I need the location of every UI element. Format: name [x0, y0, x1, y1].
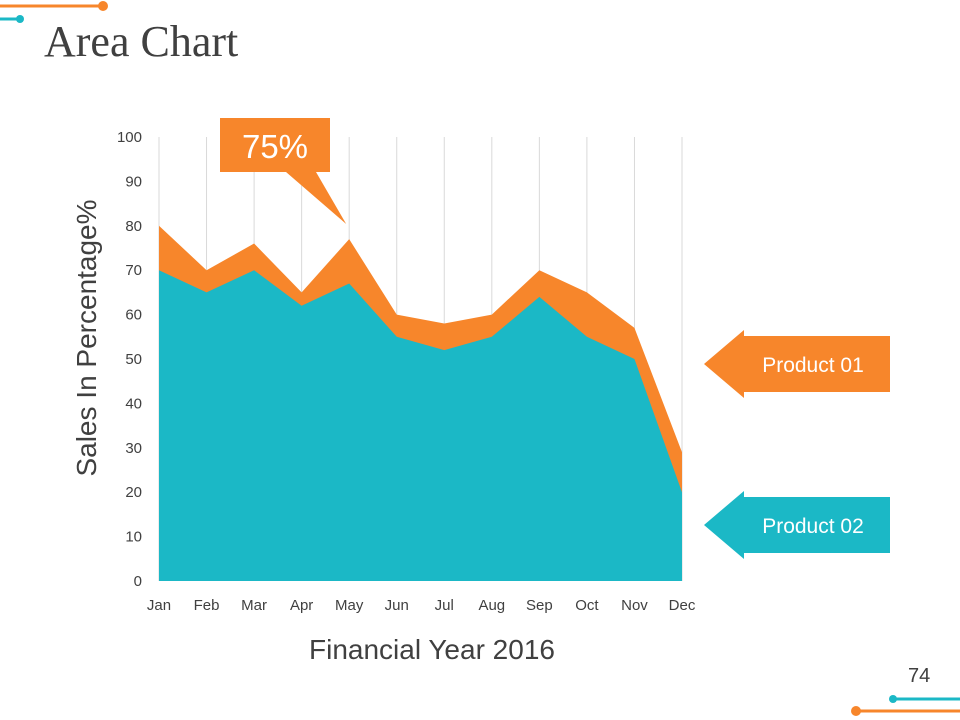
area-product-02	[159, 270, 682, 581]
y-tick-40: 40	[125, 395, 142, 412]
legend-label-product-02: Product 02	[762, 515, 864, 538]
x-axis-title: Financial Year 2016	[309, 634, 555, 665]
legend: Product 01 Product 02	[704, 330, 890, 559]
y-tick-10: 10	[125, 529, 142, 546]
page-number: 74	[908, 665, 931, 687]
x-tick-aug: Aug	[478, 597, 505, 614]
y-tick-50: 50	[125, 351, 142, 368]
x-tick-mar: Mar	[241, 597, 267, 614]
legend-arrow-product-01	[704, 330, 890, 398]
y-tick-100: 100	[117, 129, 142, 146]
y-tick-70: 70	[125, 262, 142, 279]
x-tick-dec: Dec	[669, 597, 696, 614]
y-axis-ticks: 0 10 20 30 40 50 60 70 80 90 100	[117, 129, 142, 590]
x-tick-oct: Oct	[575, 597, 599, 614]
legend-arrow-product-02	[704, 491, 890, 559]
y-tick-60: 60	[125, 307, 142, 324]
y-tick-90: 90	[125, 173, 142, 190]
x-tick-nov: Nov	[621, 597, 648, 614]
x-tick-jan: Jan	[147, 597, 171, 614]
y-tick-30: 30	[125, 440, 142, 457]
value-callout: 75%	[220, 118, 347, 224]
y-tick-0: 0	[134, 573, 142, 590]
y-tick-80: 80	[125, 218, 142, 235]
callout-bubble	[220, 118, 347, 224]
x-tick-jul: Jul	[435, 597, 454, 614]
y-axis-title: Sales In Percentage%	[71, 199, 102, 476]
x-tick-may: May	[335, 597, 364, 614]
x-tick-feb: Feb	[194, 597, 220, 614]
x-tick-jun: Jun	[385, 597, 409, 614]
area-series-layer	[158, 225, 683, 582]
legend-label-product-01: Product 01	[762, 354, 864, 377]
x-axis-ticks: Jan Feb Mar Apr May Jun Jul Aug Sep Oct Nov Dec	[147, 597, 696, 614]
callout-text: 75%	[242, 128, 308, 165]
slide-title: Area Chart	[44, 17, 239, 66]
x-tick-sep: Sep	[526, 597, 553, 614]
x-tick-apr: Apr	[290, 597, 313, 614]
y-tick-20: 20	[125, 484, 142, 501]
